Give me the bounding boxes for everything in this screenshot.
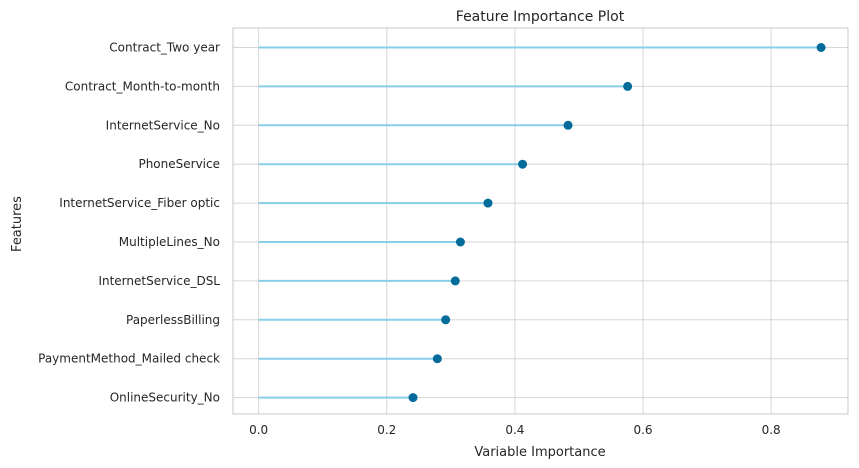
- marker-3: [563, 120, 573, 130]
- lollipop-markers: [408, 43, 826, 403]
- marker-10: [408, 393, 418, 403]
- y-tick-label: InternetService_DSL: [98, 274, 220, 288]
- y-tick-label: InternetService_No: [106, 118, 220, 132]
- y-tick-label: PaymentMethod_Mailed check: [38, 352, 220, 366]
- marker-1: [816, 43, 826, 52]
- y-tick-label: MultipleLines_No: [119, 235, 220, 249]
- x-tick-label: 0.4: [505, 423, 524, 437]
- marker-9: [432, 354, 442, 364]
- marker-4: [518, 159, 528, 169]
- y-tick-label: PaperlessBilling: [126, 313, 220, 327]
- chart-title: Feature Importance Plot: [456, 9, 625, 25]
- y-tick-labels: Contract_Two year Contract_Month-to-month…: [38, 41, 220, 405]
- marker-2: [623, 81, 633, 91]
- x-tick-label: 0.6: [633, 423, 652, 437]
- y-axis-label: Features: [10, 196, 25, 252]
- marker-8: [441, 315, 451, 325]
- x-tick-label: 0.0: [249, 423, 268, 437]
- y-tick-label: OnlineSecurity_No: [110, 391, 220, 405]
- x-tick-labels: 0.0 0.2 0.4 0.6 0.8: [249, 423, 781, 437]
- marker-5: [483, 198, 493, 208]
- plot-frame: [232, 27, 849, 415]
- x-tick-label: 0.2: [377, 423, 396, 437]
- y-tick-label: Contract_Month-to-month: [65, 79, 220, 93]
- x-axis-label: Variable Importance: [474, 445, 605, 460]
- marker-7: [450, 276, 460, 286]
- x-tick-label: 0.8: [762, 423, 781, 437]
- y-tick-label: InternetService_Fiber optic: [59, 196, 220, 210]
- y-tick-label: PhoneService: [138, 157, 220, 171]
- marker-6: [455, 237, 465, 247]
- lollipop-stems: [258, 46, 822, 399]
- y-tick-label: Contract_Two year: [109, 41, 220, 55]
